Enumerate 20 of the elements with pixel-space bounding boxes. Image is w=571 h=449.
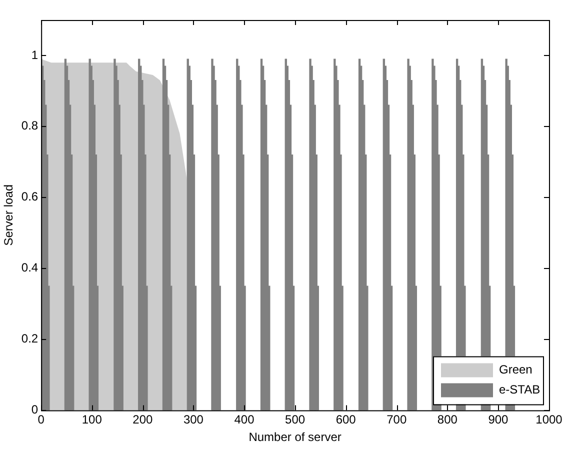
x-tick-label: 200 (132, 412, 153, 427)
x-tick-label: 1000 (536, 412, 563, 427)
x-tick-label: 700 (386, 412, 407, 427)
y-tick-label: 0.2 (21, 332, 38, 346)
y-tick-label: 0 (31, 402, 38, 417)
x-tick-label: 500 (285, 412, 306, 427)
legend-label: e-STAB (499, 382, 540, 397)
x-tick-label: 100 (82, 412, 102, 427)
y-tick-label: 0.6 (21, 190, 38, 204)
x-axis-title: Number of server (248, 430, 342, 444)
x-tick-label: 900 (488, 412, 509, 427)
x-tick-label: 400 (234, 412, 255, 427)
legend-label: Green (499, 362, 532, 377)
y-tick-label: 0.8 (21, 118, 38, 133)
y-tick-label: 0.4 (21, 260, 38, 275)
x-tick-label: 800 (437, 412, 458, 427)
y-tick-label: 1 (31, 48, 38, 62)
x-tick-label: 300 (183, 412, 204, 427)
x-tick-label: 600 (336, 412, 356, 427)
y-axis-title: Server load (2, 184, 16, 246)
